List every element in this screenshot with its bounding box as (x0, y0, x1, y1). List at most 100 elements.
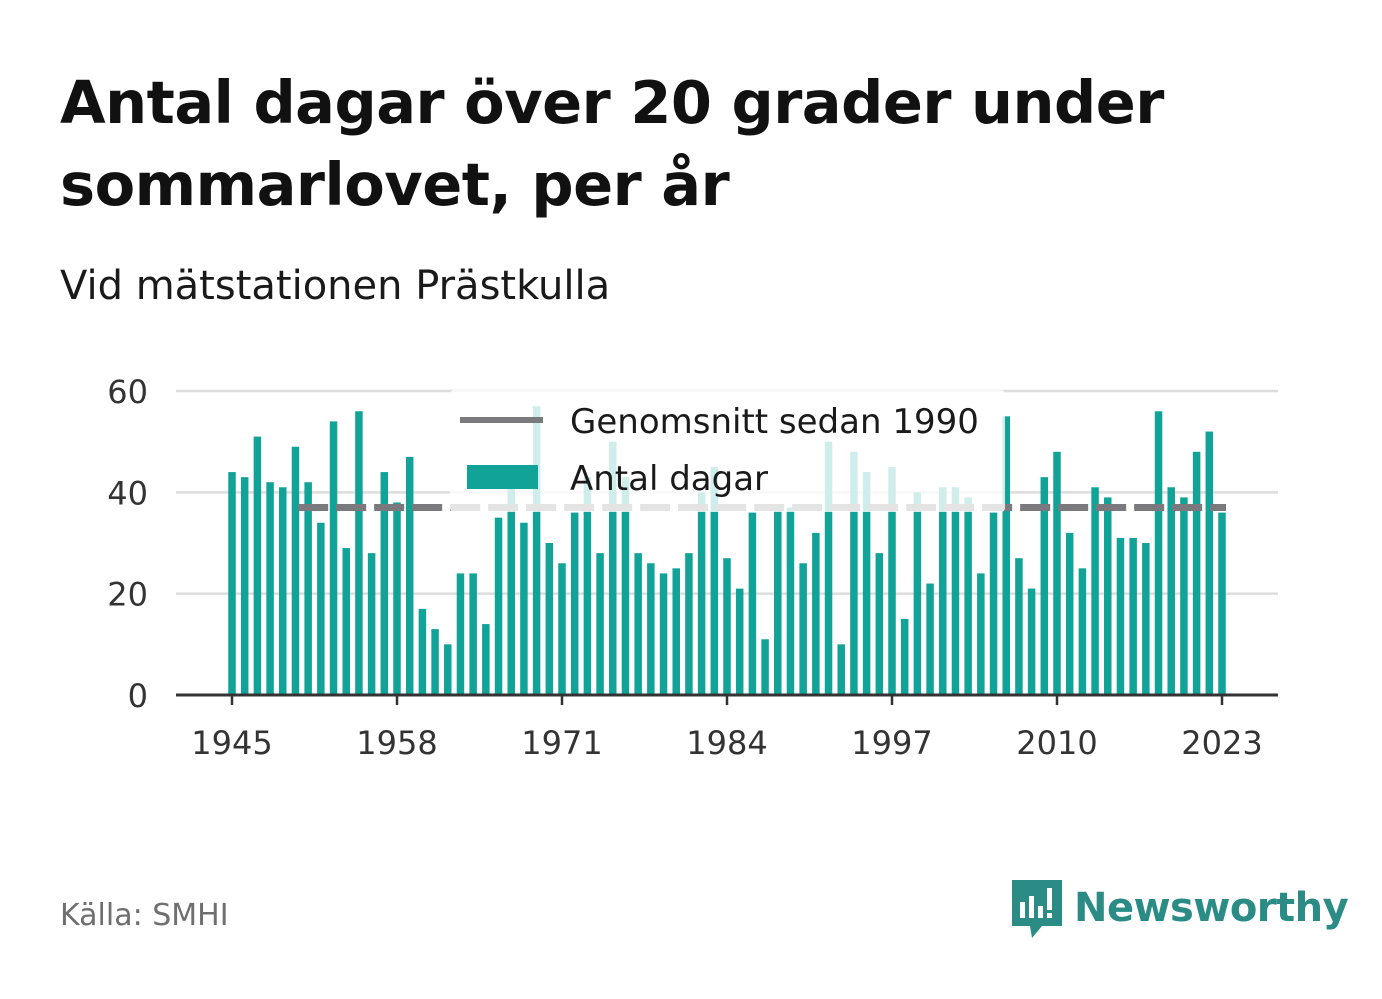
bar-1971 (558, 563, 566, 695)
x-tick-label-1997: 1997 (851, 724, 932, 762)
bar-1945 (228, 472, 236, 695)
y-tick-label-20: 20 (107, 576, 148, 614)
bar-2006 (1002, 416, 1010, 695)
bar-2003 (964, 497, 972, 695)
bar-2015 (1116, 537, 1125, 695)
bar-1954 (342, 548, 350, 695)
bar-2002 (951, 487, 960, 695)
x-tick-label-2023: 2023 (1181, 724, 1262, 762)
x-tick-label-2010: 2010 (1016, 724, 1097, 762)
x-tick-label-1971: 1971 (521, 724, 602, 762)
x-tick-label-1945: 1945 (191, 724, 272, 762)
bar-1953 (329, 421, 338, 695)
bar-2014 (1104, 497, 1112, 695)
bar-1992 (824, 441, 833, 695)
bar-1952 (317, 522, 325, 695)
bar-1958 (393, 502, 401, 695)
bar-1950 (291, 446, 300, 695)
bar-2000 (926, 583, 934, 695)
bar-1961 (431, 629, 439, 695)
bar-2018 (1154, 411, 1163, 695)
bar-2022 (1205, 431, 1214, 695)
bar-2007 (1015, 558, 1023, 695)
bar-2021 (1192, 451, 1201, 695)
bar-1991 (812, 532, 820, 695)
bar-1994 (850, 451, 858, 695)
bar-1973 (583, 477, 592, 695)
legend-background (450, 390, 1005, 512)
y-axis-tick-labels: 0 20 40 60 (107, 373, 148, 715)
bar-1956 (367, 553, 376, 695)
bar-2008 (1027, 588, 1036, 695)
bar-1966 (494, 517, 503, 695)
bar-1974 (596, 553, 604, 695)
source-label: Källa: SMHI (60, 898, 229, 933)
bar-2011 (1065, 532, 1074, 695)
bar-1978 (647, 563, 655, 695)
bar-1969 (532, 406, 541, 695)
bar-2009 (1040, 477, 1049, 695)
bar-1983 (710, 467, 719, 695)
brand-name: Newsworthy (1074, 885, 1349, 931)
legend-average-label: Genomsnitt sedan 1990 (570, 402, 979, 442)
y-tick-label-0: 0 (128, 677, 148, 715)
bar-1993 (837, 644, 845, 695)
bar-1990 (799, 563, 807, 695)
bar-1999 (913, 492, 922, 695)
bar-chart: 0 20 40 60 Genomsnitt sedan 1990 Antal daga… (107, 373, 1278, 762)
bar-1959 (405, 456, 414, 695)
bar-1962 (444, 644, 452, 695)
bar-1964 (469, 573, 477, 695)
bar-1981 (685, 553, 693, 695)
bar-2004 (977, 573, 985, 695)
bar-2013 (1091, 487, 1099, 695)
x-tick-label-1958: 1958 (356, 724, 437, 762)
bar-1946 (240, 477, 249, 695)
bar-2010 (1053, 451, 1061, 695)
bar-1979 (659, 573, 668, 695)
bar-2016 (1129, 537, 1137, 695)
bar-1948 (266, 482, 274, 695)
legend: Genomsnitt sedan 1990 Antal dagar (450, 390, 1005, 512)
bar-1984 (723, 558, 731, 695)
bar-1947 (253, 436, 262, 695)
bar-1967 (507, 487, 515, 695)
brand-logo: Newsworthy (1010, 876, 1349, 940)
bar-1996 (875, 553, 884, 695)
bar-1977 (634, 553, 642, 695)
y-tick-label-40: 40 (107, 474, 148, 512)
bar-1972 (570, 512, 579, 695)
bar-1957 (380, 472, 389, 695)
bar-1995 (862, 472, 871, 695)
bar-1951 (304, 482, 312, 695)
bar-2012 (1078, 568, 1087, 695)
bar-1975 (609, 441, 617, 695)
bar-2019 (1167, 487, 1175, 695)
bar-2001 (939, 487, 947, 695)
bar-1988 (774, 507, 782, 695)
newsworthy-logo-icon (1012, 880, 1062, 938)
bar-1949 (279, 487, 287, 695)
legend-bar-swatch (467, 465, 538, 489)
bar-1997 (888, 467, 896, 695)
x-tick-label-1984: 1984 (686, 724, 767, 762)
legend-bar-label: Antal dagar (570, 459, 768, 499)
bar-1968 (520, 522, 528, 695)
chart-title: Antal dagar över 20 grader under sommarl… (60, 68, 1164, 219)
bar-2020 (1180, 497, 1188, 695)
bar-1965 (482, 624, 490, 695)
bar-1976 (621, 477, 630, 695)
x-axis-ticks: 1945 1958 1971 1984 1997 2010 2023 (191, 695, 1263, 762)
bar-1998 (900, 619, 909, 695)
bar-1960 (418, 608, 427, 695)
bar-1986 (748, 512, 757, 695)
bar-1963 (456, 573, 465, 695)
bar-2023 (1218, 512, 1226, 695)
bar-series (228, 406, 1226, 695)
bar-1980 (672, 568, 680, 695)
bar-2005 (989, 512, 998, 695)
bar-1955 (355, 411, 363, 695)
bar-1987 (761, 639, 769, 695)
bar-2017 (1142, 543, 1150, 695)
bar-1970 (545, 543, 554, 695)
